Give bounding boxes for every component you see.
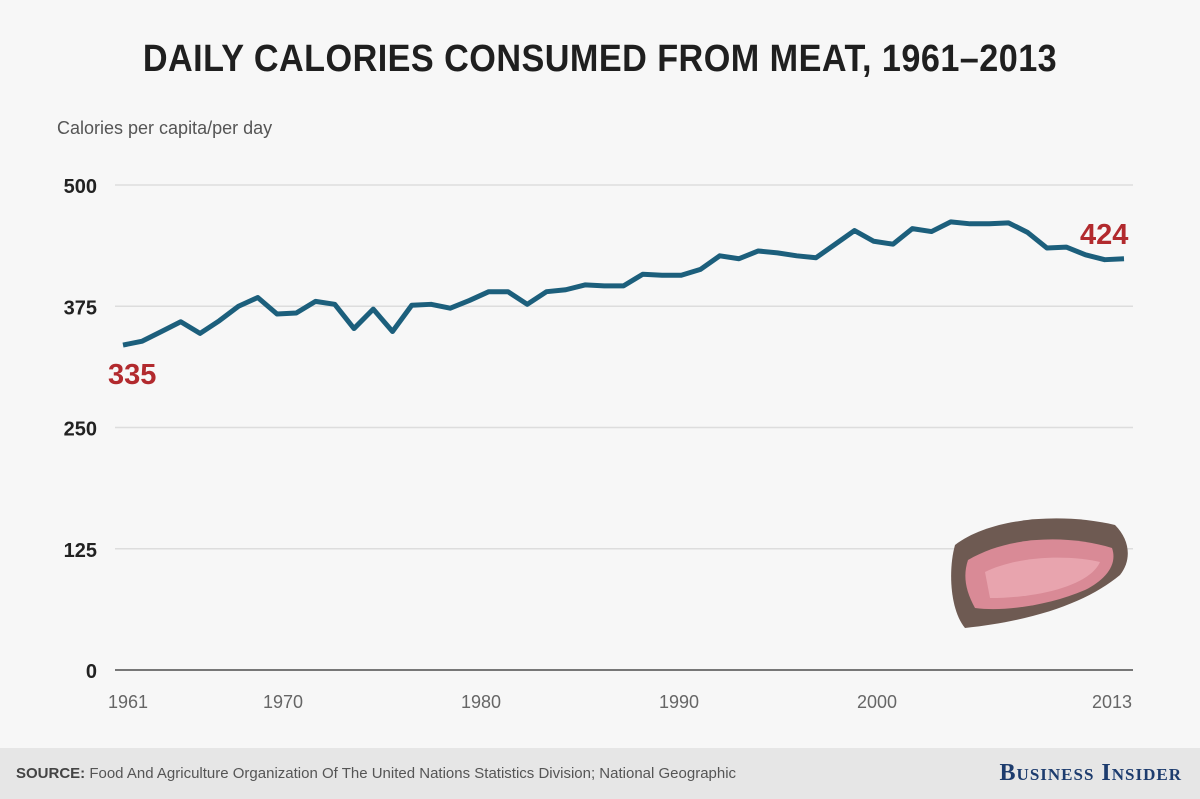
steak-image [951,518,1128,628]
y-tick-label: 375 [64,297,97,319]
x-tick-label: 1990 [659,692,699,712]
source-text: Food And Agriculture Organization Of The… [85,765,737,782]
source-note: SOURCE: Food And Agriculture Organizatio… [16,765,736,782]
y-tick-label: 125 [64,540,97,562]
y-axis-label: Calories per capita/per day [57,118,273,138]
source-label: SOURCE: [16,765,86,782]
y-tick-label: 500 [64,176,97,198]
x-tick-label: 2000 [857,692,897,712]
footer: SOURCE: Food And Agriculture Organizatio… [0,748,1200,799]
y-tick-label: 0 [86,661,97,683]
brand-logo: Business Insider [999,760,1182,786]
x-tick-label: 2013 [1092,692,1132,712]
calories-series-line [122,219,1125,348]
y-tick-label: 250 [64,419,97,441]
chart-title: DAILY CALORIES CONSUMED FROM MEAT, 1961–… [142,38,1058,80]
end-value-label: 424 [1080,219,1128,251]
x-tick-label: 1980 [461,692,501,712]
start-value-label: 335 [108,359,156,391]
x-tick-label: 1961 [108,692,148,712]
line-chart: 0 125 250 375 500 1961 1970 1980 1990 2000 2013 3… [64,176,1133,712]
x-tick-label: 1970 [263,692,303,712]
